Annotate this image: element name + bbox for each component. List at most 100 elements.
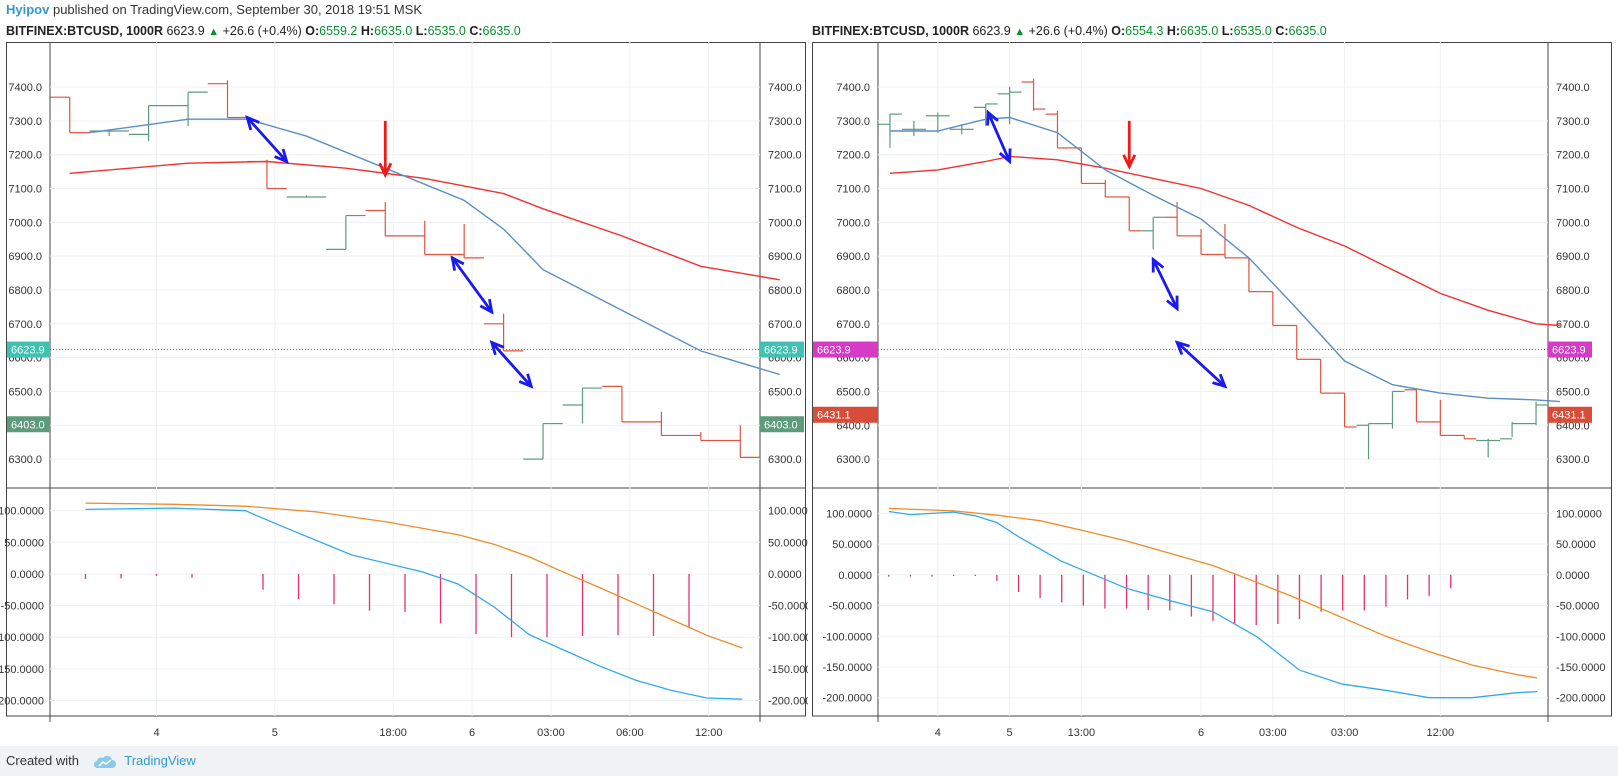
chart-right[interactable]: 7400.0 7400.0 7300.0 7300.0 7200.0 7200.0 7100… — [812, 42, 1618, 742]
price-label-bg — [760, 416, 804, 433]
macd-tick-left: 0.0000 — [10, 569, 44, 581]
price-label-right: 6623.9 — [760, 341, 804, 358]
open-value: 6554.3 — [1125, 24, 1164, 38]
price-tick-right: 7100.0 — [768, 184, 802, 196]
arrow-shaft — [451, 257, 493, 313]
macd-tick-left: -100.0000 — [0, 632, 44, 644]
price-grid — [50, 42, 760, 716]
ohlc-bar — [1332, 392, 1357, 428]
ohlc-bar — [901, 120, 926, 137]
macd-tick-right: 100.0000 — [1556, 508, 1602, 520]
blue-double-arrow — [986, 109, 1012, 165]
chart-frame — [6, 42, 806, 717]
ohlc-bar — [286, 195, 327, 198]
macd-line — [85, 507, 743, 700]
low-label: L: — [1221, 24, 1234, 38]
price-label-left: 6623.9 — [813, 341, 878, 358]
price-label-bg — [760, 341, 804, 358]
tradingview-brand-link[interactable]: TradingView — [124, 753, 196, 768]
x-tick-label: 03:00 — [537, 727, 565, 739]
author-name[interactable]: Hyipov — [6, 2, 50, 17]
macd-tick-right: 100.0000 — [768, 506, 808, 518]
x-tick-label: 12:00 — [695, 727, 723, 739]
panel-header-right: BITFINEX:BTCUSD, 1000R 6623.9 ▲ +26.6 (+… — [812, 20, 1327, 42]
x-tick-label: 06:00 — [616, 727, 644, 739]
ohlc-bar — [1260, 291, 1285, 327]
ohlc-bar — [681, 432, 721, 442]
ohlc-bar — [1476, 438, 1501, 458]
chart-frame — [812, 42, 1612, 717]
x-tick-label: 5 — [272, 727, 278, 739]
macd-tick-right: -200.0000 — [768, 696, 808, 708]
price-tick-left: 7300.0 — [8, 116, 42, 128]
high-label: H: — [360, 24, 375, 38]
price-label-right: 6431.1 — [1548, 406, 1592, 423]
ohlc-bar — [1189, 229, 1213, 256]
price-tick-right: 6700.0 — [768, 319, 802, 331]
price-tick-right: 6500.0 — [1556, 386, 1590, 398]
arrow-shaft — [986, 111, 1011, 163]
price-tick-right: 6300.0 — [1556, 454, 1590, 466]
macd-tick-left: -50.0000 — [1, 601, 44, 613]
ohlc-bar — [1404, 388, 1429, 423]
price-label-left: 6431.1 — [813, 406, 878, 423]
ohlc-bar — [1524, 401, 1548, 426]
x-tick-label: 4 — [153, 727, 159, 739]
price-tick-right: 7000.0 — [768, 217, 802, 229]
price-tick-left: 6800.0 — [836, 285, 870, 297]
ohlc-bar — [168, 91, 208, 126]
macd-tick-left: -200.0000 — [0, 696, 44, 708]
arrow-shaft — [1151, 258, 1179, 310]
last-price: 6623.9 — [166, 24, 205, 38]
macd-tick-left: 50.0000 — [832, 539, 872, 551]
ohlc-bar — [1284, 324, 1309, 360]
price-tick-right: 7200.0 — [768, 150, 802, 162]
created-with-text: Created with — [6, 753, 79, 768]
ohlc-bar — [1213, 224, 1237, 259]
blue-double-arrow — [450, 255, 494, 315]
price-tick-left: 6400.0 — [836, 420, 870, 432]
price-label-bg — [813, 341, 878, 358]
ohlc-bar — [444, 224, 484, 259]
macd-histogram — [888, 574, 1452, 626]
high-label: H: — [1166, 24, 1181, 38]
chart-left[interactable]: 7400.0 7400.0 7300.0 7300.0 7200.0 7200.0 7100… — [0, 42, 808, 742]
ohlc-bar — [878, 113, 902, 148]
ohlc-bar — [483, 313, 524, 352]
publish-info: Hyipov published on TradingView.com, Sep… — [0, 0, 1618, 20]
macd-tick-right: 50.0000 — [1556, 539, 1596, 551]
high-value: 6635.0 — [1180, 24, 1219, 38]
price-label-bg — [1548, 406, 1592, 423]
ohlc-bar — [326, 214, 366, 250]
open-label: O: — [1111, 24, 1126, 38]
change-value: +26.6 (+0.4%) — [222, 24, 302, 38]
ohlc-bar — [128, 105, 169, 142]
price-tick-right: 6900.0 — [768, 251, 802, 263]
price-tick-left: 7000.0 — [8, 217, 42, 229]
ohlc-bar — [1236, 257, 1261, 293]
price-tick-left: 6800.0 — [8, 285, 42, 297]
price-tick-right: 6300.0 — [768, 454, 802, 466]
footer-bar: Created with TradingView — [0, 746, 1618, 776]
up-triangle-icon: ▲ — [1014, 26, 1026, 38]
x-tick-label: 5 — [1007, 727, 1013, 739]
macd-tick-right: 0.0000 — [768, 569, 802, 581]
price-tick-right: 7300.0 — [768, 116, 802, 128]
blue-double-arrow — [245, 115, 289, 164]
arrow-head — [986, 109, 999, 126]
price-tick-right: 6700.0 — [1556, 319, 1590, 331]
price-tick-left: 6500.0 — [836, 386, 870, 398]
low-value: 6535.0 — [427, 24, 466, 38]
price-label-bg — [7, 341, 50, 358]
arrow-head — [1122, 154, 1137, 170]
price-tick-left: 7200.0 — [836, 150, 870, 162]
price-tick-left: 7000.0 — [836, 217, 870, 229]
price-label-left: 6623.9 — [7, 341, 50, 358]
x-tick-label: 6 — [469, 727, 475, 739]
macd-tick-right: -100.0000 — [768, 632, 808, 644]
red-down-arrow — [1122, 120, 1137, 170]
open-value: 6559.2 — [319, 24, 358, 38]
close-label: C: — [1275, 24, 1289, 38]
arrow-shaft — [246, 116, 288, 163]
arrow-head — [518, 373, 534, 389]
